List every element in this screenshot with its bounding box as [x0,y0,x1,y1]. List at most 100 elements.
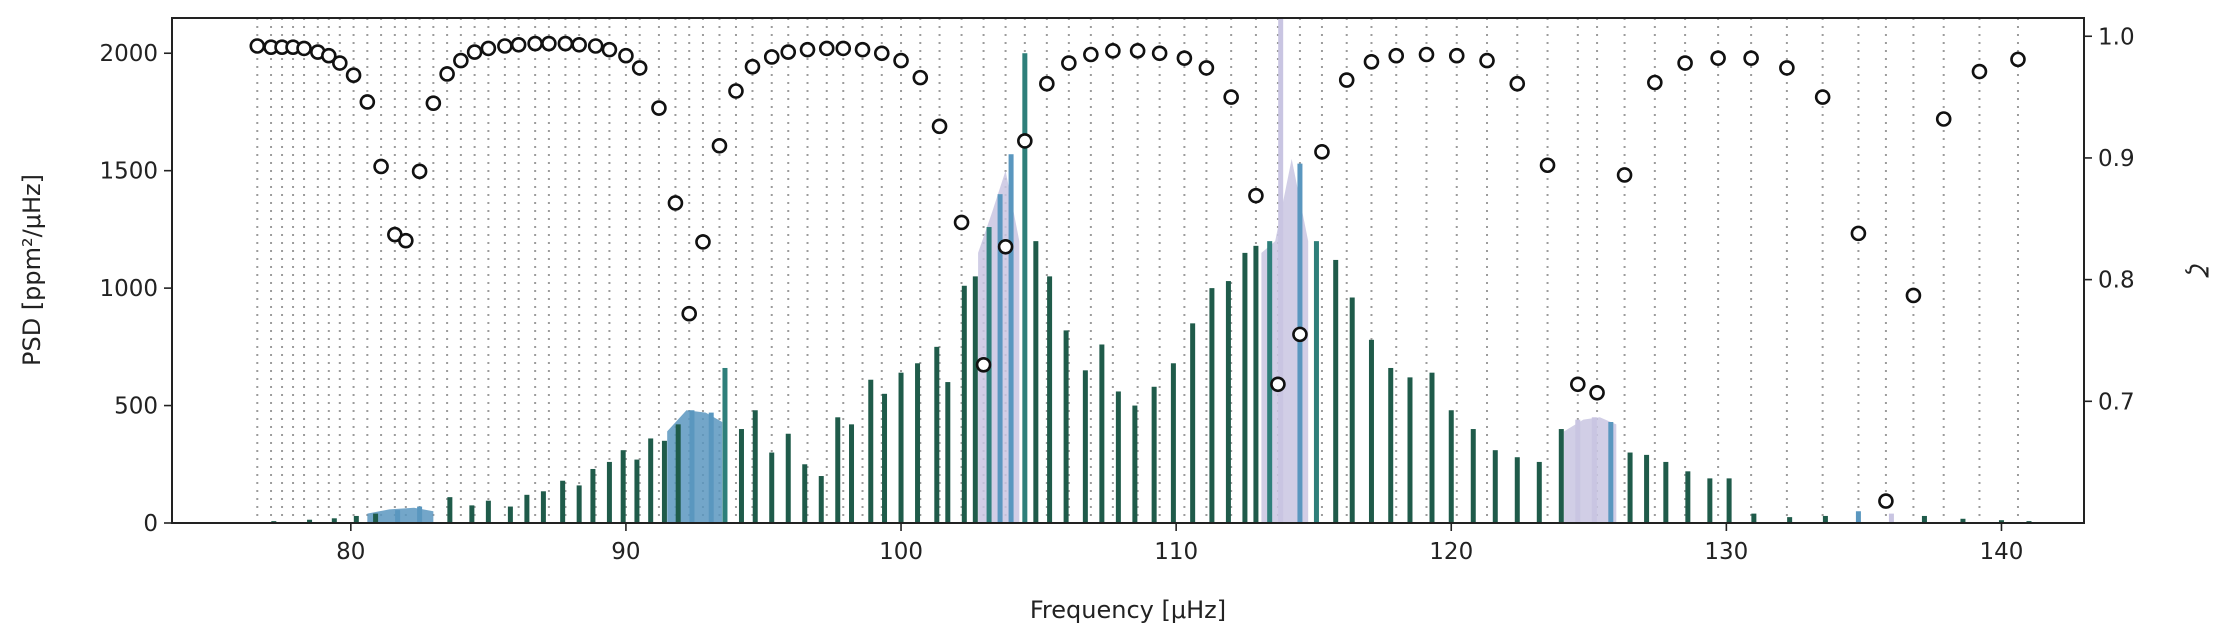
psd-bar [882,393,888,523]
psd-bar [1492,450,1498,523]
zeta-point [1509,75,1526,92]
zeta-point [1314,144,1330,160]
psd-bar [1349,297,1355,523]
psd-bar [1608,422,1614,523]
zeta-point [728,83,744,99]
psd-envelope [667,410,723,523]
x-tick-label: 90 [611,539,640,565]
zeta-point [1616,167,1633,183]
zeta-point [466,44,483,60]
zeta-point [912,69,929,86]
zeta-point [1017,133,1033,149]
psd-bar [1313,241,1319,524]
zeta-point [1878,493,1894,509]
zeta-point [618,47,634,64]
psd-bar [1663,461,1669,523]
zeta-point [296,40,312,57]
psd-bar [961,285,967,523]
psd-bar [1685,471,1691,523]
y-left-tick-label: 0 [143,511,158,537]
zeta-point [425,95,442,111]
psd-bar [785,433,791,523]
psd-bar [1388,367,1394,523]
zeta-point [541,35,557,52]
psd-bar [1209,288,1215,523]
mode-frequency-grid [256,18,2019,523]
psd-bar [1022,53,1028,524]
psd-bar [1514,457,1520,523]
psd-bar [590,468,596,523]
psd-bar [675,424,681,523]
psd-bar [689,410,695,523]
zeta-point [744,58,761,75]
y-right-tick-label: 0.9 [2098,146,2135,172]
plot-frame [171,17,2085,524]
zeta-point [873,45,890,62]
zeta-point [453,52,469,69]
zeta-point [587,38,604,54]
psd-bar [1225,281,1231,523]
psd-bar [1253,245,1259,523]
psd-envelope [1261,158,1309,523]
psd-bar [540,491,546,523]
zeta-point [480,40,497,57]
zeta-point [1743,50,1759,66]
zeta-point [1779,60,1795,76]
psd-bar [469,505,475,523]
psd-bar [769,452,775,523]
psd-bar [1063,330,1069,523]
psd-bar [997,194,1003,524]
psd-bar [722,367,728,523]
psd-bar [1888,513,1894,523]
zeta-point [1363,54,1380,70]
y-right-tick-label: 0.7 [2098,389,2135,415]
psd-bar [1242,252,1248,523]
y-right-tick-label: 1.0 [2098,24,2135,50]
psd-bar [1575,419,1581,523]
zeta-point [1105,43,1121,59]
zeta-point [854,41,871,58]
zeta-point [345,67,362,83]
psd-bar [1132,405,1138,523]
zeta-point [681,305,698,322]
psd-bar [898,372,904,523]
psd-bar [1751,513,1757,523]
zeta-point [1176,50,1193,66]
psd-bar [1099,344,1105,523]
psd-bar [373,513,379,523]
x-tick-label: 110 [1154,539,1198,565]
zeta-point [1850,225,1867,242]
zeta-point [439,66,455,82]
psd-bar [1448,410,1454,523]
zeta-point [359,94,376,110]
psd-bar [576,485,582,523]
psd-bar [1822,515,1828,523]
zeta-point [1292,326,1308,343]
zeta-point [799,41,816,58]
psd-bar [524,494,530,523]
zeta-point [931,118,948,135]
psd-bar [1470,429,1476,523]
psd-bar [915,363,921,523]
psd-bar [1267,241,1273,524]
psd-bar [1082,370,1088,523]
zeta-point [411,163,428,180]
psd-bar [1536,461,1542,523]
zeta-point [1570,376,1586,393]
psd-bar [447,497,453,523]
psd-bar [485,500,491,523]
psd-envelope [367,507,434,523]
zeta-point [1151,45,1168,62]
zeta-point [601,41,618,58]
y-left-tick-label: 2000 [99,41,158,67]
zeta-point [1935,111,1952,127]
zeta-point [2010,51,2026,68]
psd-bar [395,510,401,523]
psd-bar [802,464,808,523]
psd-bar [708,412,714,523]
zeta-point [1814,89,1831,105]
psd-bar [331,518,337,523]
zeta-point [631,60,648,76]
psd-bar [1333,259,1339,523]
psd-bar [1170,363,1176,523]
